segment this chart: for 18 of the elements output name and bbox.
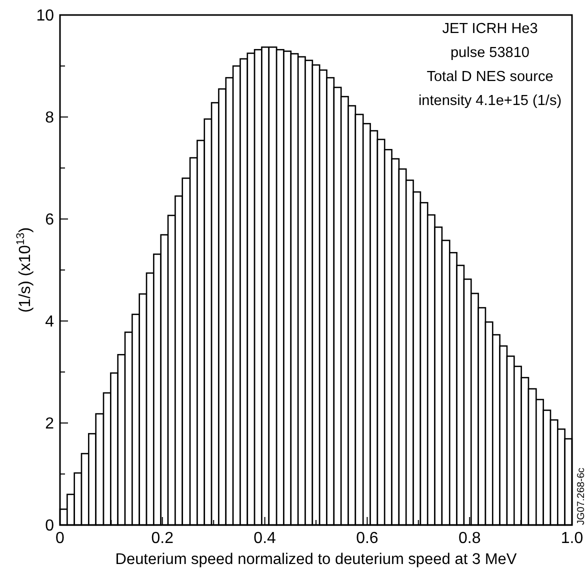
y-tick-label: 8 <box>45 110 54 127</box>
x-tick-label: 0.4 <box>254 530 276 547</box>
x-tick-label: 0.8 <box>458 530 481 547</box>
y-tick-label: 10 <box>36 8 54 25</box>
x-tick-label: 1.0 <box>560 530 584 547</box>
y-tick-label: 2 <box>45 416 54 433</box>
y-tick-label: 4 <box>45 314 54 331</box>
x-tick-label: 0.2 <box>151 530 174 547</box>
x-tick-label: 0 <box>56 530 65 547</box>
x-tick-label: 0.6 <box>356 530 378 547</box>
x-axis-title: Deuterium speed normalized to deuterium speed at 3 MeV <box>115 551 518 568</box>
text: JG07.268-6c <box>576 468 587 525</box>
y-tick-label: 0 <box>45 518 54 535</box>
annotation: Total D NES source <box>426 69 554 85</box>
annotation: JET ICRH He3 <box>442 21 538 37</box>
annotation: intensity 4.1e+15 (1/s) <box>418 93 562 109</box>
annotation: pulse 53810 <box>450 45 530 61</box>
y-tick-label: 6 <box>45 212 54 229</box>
